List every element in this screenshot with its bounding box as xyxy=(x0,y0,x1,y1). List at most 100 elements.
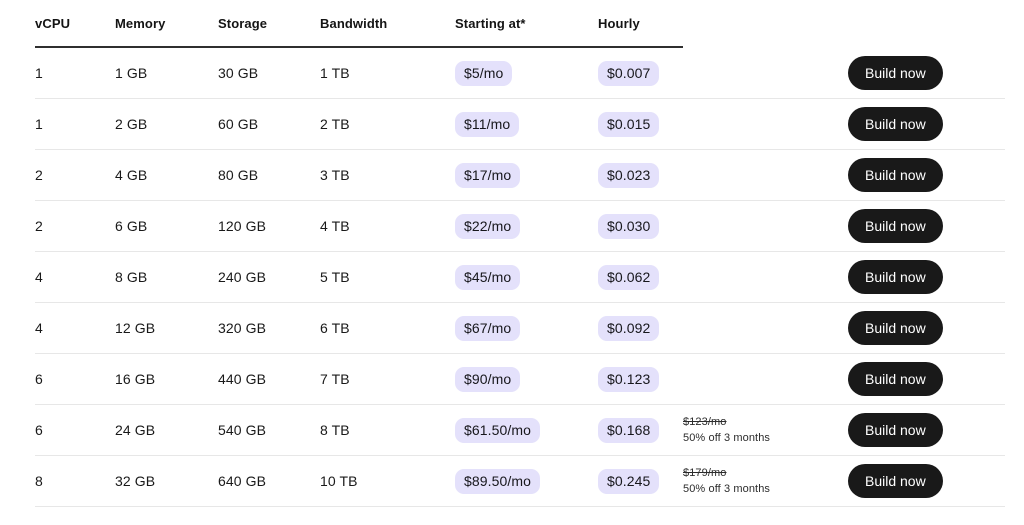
starting-price-badge: $45/mo xyxy=(455,264,521,290)
cell-starting-at: $17/mo xyxy=(455,162,598,188)
cell-hourly: $0.030 xyxy=(598,213,683,239)
hourly-price-badge: $0.007 xyxy=(598,60,660,86)
cell-memory: 12 GB xyxy=(115,320,156,336)
build-now-button[interactable]: Build now xyxy=(848,158,943,192)
cell-memory: 24 GB xyxy=(115,422,156,438)
cell-storage: 240 GB xyxy=(218,269,267,285)
build-now-button[interactable]: Build now xyxy=(848,260,943,294)
cell-memory: 4 GB xyxy=(115,167,148,183)
cell-bandwidth: 1 TB xyxy=(320,65,350,81)
cell-action: Build now xyxy=(848,311,1005,345)
hourly-price-badge: $0.092 xyxy=(598,315,660,341)
discount-offer-text: 50% off 3 months xyxy=(683,483,771,495)
table-row: 6 24 GB 540 GB 8 TB $61.50/mo $0.168 $123/mo 50… xyxy=(35,405,1005,456)
cell-vcpu: 4 xyxy=(35,320,43,336)
table-row: 8 32 GB 640 GB 10 TB $89.50/mo $0.245 $179/mo 5… xyxy=(35,456,1005,507)
cell-vcpu: 1 xyxy=(35,116,43,132)
cell-vcpu: 6 xyxy=(35,422,43,438)
cell-starting-at: $90/mo xyxy=(455,366,598,392)
starting-price-badge: $5/mo xyxy=(455,60,513,86)
starting-price-badge: $89.50/mo xyxy=(455,468,541,494)
cell-starting-at: $61.50/mo xyxy=(455,417,598,443)
cell-starting-at: $22/mo xyxy=(455,213,598,239)
old-price-strikethrough: $179/mo xyxy=(683,467,727,479)
cell-hourly: $0.092 xyxy=(598,315,683,341)
cell-hourly: $0.123 xyxy=(598,366,683,392)
cell-storage: 540 GB xyxy=(218,422,267,438)
cell-hourly: $0.168 xyxy=(598,417,683,443)
discount-note: $179/mo 50% off 3 months xyxy=(683,465,848,497)
starting-price-badge: $90/mo xyxy=(455,366,521,392)
cell-starting-at: $89.50/mo xyxy=(455,468,598,494)
hourly-price-badge: $0.062 xyxy=(598,264,660,290)
header-underline xyxy=(35,46,683,48)
hourly-price-badge: $0.015 xyxy=(598,111,660,137)
cell-storage: 80 GB xyxy=(218,167,259,183)
table-row: 4 12 GB 320 GB 6 TB $67/mo $0.092 Build now xyxy=(35,303,1005,354)
cell-memory: 6 GB xyxy=(115,218,148,234)
cell-starting-at: $11/mo xyxy=(455,111,598,137)
cell-vcpu: 1 xyxy=(35,65,43,81)
cell-hourly: $0.015 xyxy=(598,111,683,137)
build-now-button[interactable]: Build now xyxy=(848,56,943,90)
cell-action: Build now xyxy=(848,362,1005,396)
cell-action: Build now xyxy=(848,413,1005,447)
cell-vcpu: 4 xyxy=(35,269,43,285)
cell-memory: 1 GB xyxy=(115,65,148,81)
cell-memory: 16 GB xyxy=(115,371,156,387)
build-now-button[interactable]: Build now xyxy=(848,413,943,447)
table-header-row: vCPU Memory Storage Bandwidth Starting at* Ho… xyxy=(35,0,1005,46)
column-header-storage: Storage xyxy=(218,15,268,31)
cell-bandwidth: 4 TB xyxy=(320,218,350,234)
old-price-strikethrough: $123/mo xyxy=(683,416,727,428)
cell-starting-at: $5/mo xyxy=(455,60,598,86)
cell-storage: 60 GB xyxy=(218,116,259,132)
cell-hourly: $0.007 xyxy=(598,60,683,86)
cell-storage: 440 GB xyxy=(218,371,267,387)
cell-vcpu: 2 xyxy=(35,167,43,183)
build-now-button[interactable]: Build now xyxy=(848,362,943,396)
column-header-hourly: Hourly xyxy=(598,15,640,31)
table-row: 2 6 GB 120 GB 4 TB $22/mo $0.030 Build now xyxy=(35,201,1005,252)
starting-price-badge: $11/mo xyxy=(455,111,520,137)
cell-vcpu: 6 xyxy=(35,371,43,387)
column-header-memory: Memory xyxy=(115,15,166,31)
cell-storage: 30 GB xyxy=(218,65,259,81)
table-row: 1 1 GB 30 GB 1 TB $5/mo $0.007 Build now xyxy=(35,48,1005,99)
cell-action: Build now xyxy=(848,209,1005,243)
table-row: 2 4 GB 80 GB 3 TB $17/mo $0.023 Build now xyxy=(35,150,1005,201)
discount-note: $123/mo 50% off 3 months xyxy=(683,414,848,446)
cell-memory: 32 GB xyxy=(115,473,156,489)
cell-vcpu: 2 xyxy=(35,218,43,234)
column-header-bandwidth: Bandwidth xyxy=(320,15,388,31)
starting-price-badge: $61.50/mo xyxy=(455,417,541,443)
build-now-button[interactable]: Build now xyxy=(848,464,943,498)
cell-action: Build now xyxy=(848,464,1005,498)
cell-hourly: $0.062 xyxy=(598,264,683,290)
cell-hourly: $0.023 xyxy=(598,162,683,188)
cell-bandwidth: 8 TB xyxy=(320,422,350,438)
cell-storage: 640 GB xyxy=(218,473,267,489)
hourly-price-badge: $0.023 xyxy=(598,162,660,188)
build-now-button[interactable]: Build now xyxy=(848,311,943,345)
starting-price-badge: $67/mo xyxy=(455,315,521,341)
cell-bandwidth: 7 TB xyxy=(320,371,350,387)
build-now-button[interactable]: Build now xyxy=(848,107,943,141)
discount-offer-text: 50% off 3 months xyxy=(683,432,771,444)
table-body: 1 1 GB 30 GB 1 TB $5/mo $0.007 Build now 1 2 GB 6… xyxy=(35,48,1005,507)
hourly-price-badge: $0.123 xyxy=(598,366,660,392)
column-header-starting-at: Starting at* xyxy=(455,15,526,31)
hourly-price-badge: $0.245 xyxy=(598,468,660,494)
cell-bandwidth: 5 TB xyxy=(320,269,350,285)
cell-starting-at: $45/mo xyxy=(455,264,598,290)
table-row: 4 8 GB 240 GB 5 TB $45/mo $0.062 Build now xyxy=(35,252,1005,303)
build-now-button[interactable]: Build now xyxy=(848,209,943,243)
cell-memory: 8 GB xyxy=(115,269,148,285)
starting-price-badge: $17/mo xyxy=(455,162,521,188)
cell-action: Build now xyxy=(848,56,1005,90)
cell-action: Build now xyxy=(848,158,1005,192)
cell-bandwidth: 2 TB xyxy=(320,116,350,132)
cell-vcpu: 8 xyxy=(35,473,43,489)
cell-bandwidth: 10 TB xyxy=(320,473,358,489)
column-header-vcpu: vCPU xyxy=(35,15,71,31)
